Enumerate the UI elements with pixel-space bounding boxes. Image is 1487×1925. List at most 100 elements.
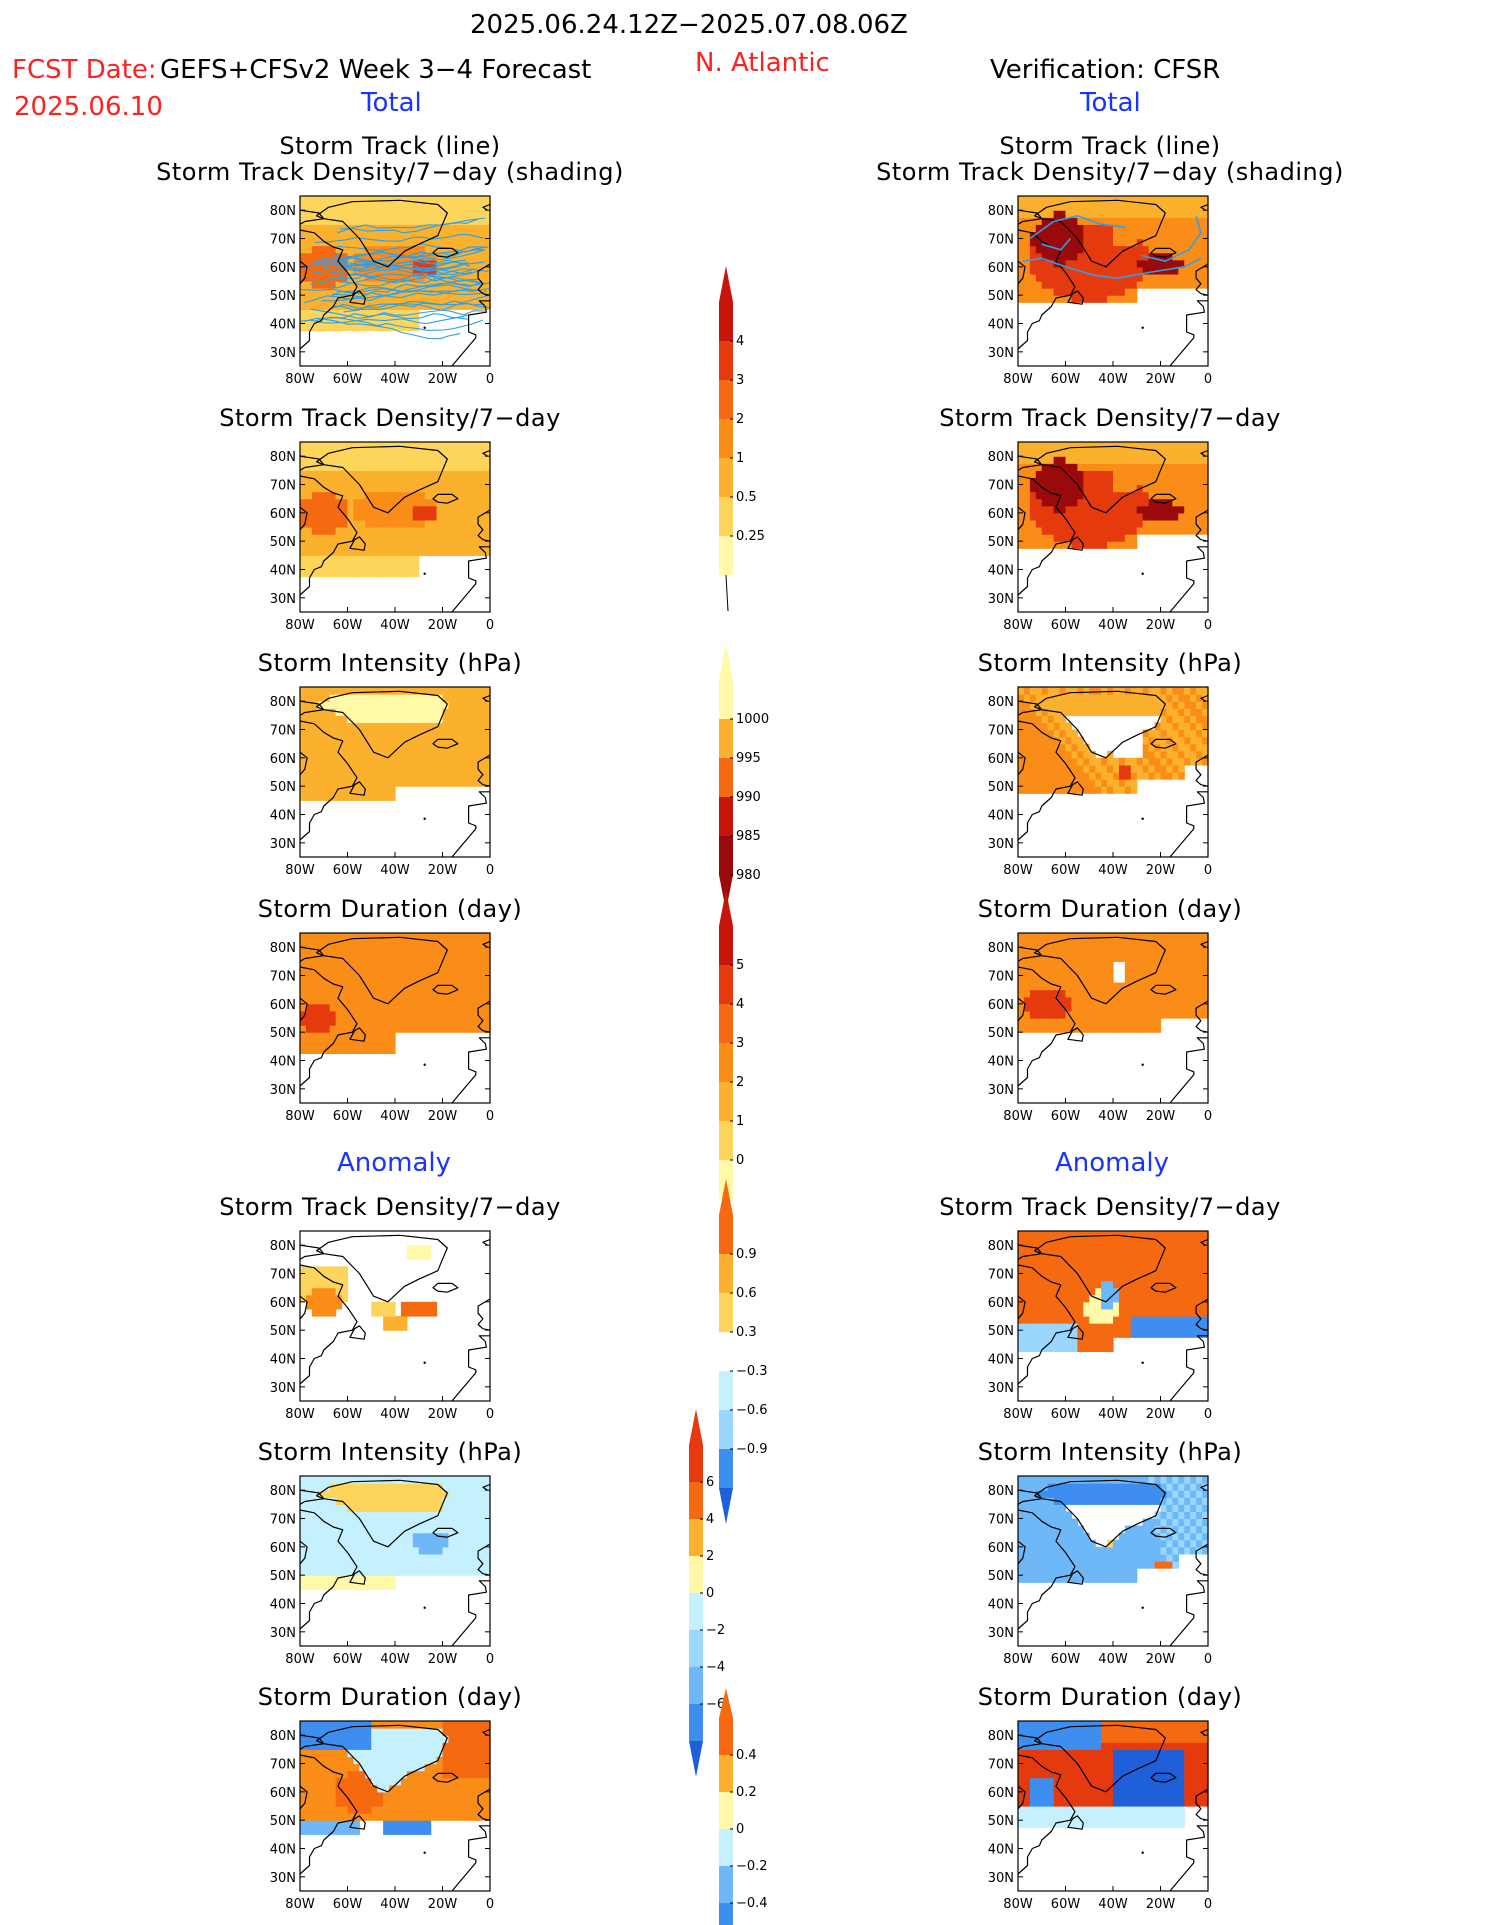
grid-cell [442, 302, 450, 310]
grid-cell [1118, 1308, 1126, 1317]
grid-cell [1113, 288, 1120, 296]
grid-cell [377, 210, 384, 218]
grid-cell [460, 231, 467, 240]
grid-cell [466, 743, 473, 752]
grid-cell [300, 715, 307, 724]
grid-cell [1196, 954, 1203, 962]
grid-cell [472, 224, 479, 233]
grid-cell [347, 975, 355, 984]
grid-cell [418, 701, 426, 709]
grid-cell [460, 541, 467, 549]
grid-cell [300, 1025, 307, 1033]
grid-cell [1089, 505, 1096, 514]
map-cfsr-density: 80N 70N 60N 50N 40N 30N 80W 60W 40W 20W 0 [988, 441, 1212, 633]
grid-cell [329, 750, 337, 759]
grid-cell [1018, 968, 1025, 977]
grid-cell [347, 715, 355, 724]
grid-cell [1095, 1308, 1102, 1317]
grid-cell [442, 701, 450, 709]
grid-cell [1190, 1316, 1197, 1324]
grid-cell [424, 238, 432, 247]
grid-cell [442, 722, 450, 731]
grid-cell [1059, 203, 1067, 211]
hudson-coast [299, 751, 308, 776]
grid-cell [1065, 786, 1073, 794]
grid-cell [412, 764, 420, 773]
grid-cell [1077, 505, 1084, 514]
grid-cell [1083, 252, 1090, 261]
grid-cell [1023, 982, 1031, 991]
north-america-coast [299, 1264, 358, 1385]
grid-cell [389, 505, 396, 514]
grid-cell [478, 701, 485, 709]
grid-cell [329, 519, 337, 528]
grid-cell [359, 708, 366, 716]
grid-cell [1113, 1330, 1120, 1338]
grid-cell [1160, 512, 1168, 521]
grid-cell [478, 750, 485, 759]
grid-cell [1113, 1003, 1120, 1012]
grid-cell [1089, 1231, 1096, 1239]
grid-cell [1172, 281, 1179, 289]
grid-cell [1023, 1337, 1031, 1345]
grid-cell [305, 779, 313, 787]
grid-cell [412, 238, 420, 247]
grid-cell [424, 1301, 432, 1310]
grid-cell [1089, 203, 1096, 211]
grid-cell [389, 512, 396, 521]
grid-cell [383, 947, 390, 955]
grid-cell [1154, 505, 1162, 514]
grid-cell [1172, 259, 1179, 268]
grid-cell [377, 772, 384, 780]
grid-cell [1041, 1238, 1049, 1246]
grid-cell [1041, 203, 1049, 211]
grid-cell [424, 1252, 432, 1260]
grid-cell [442, 764, 450, 773]
grid-cell [359, 701, 366, 709]
grid-cell [323, 316, 331, 325]
grid-cell [1136, 708, 1144, 716]
grid-cell [484, 541, 491, 549]
grid-cell [1071, 687, 1078, 695]
grid-cell [1148, 449, 1156, 457]
grid-cell [400, 316, 408, 325]
grid-cell [1029, 463, 1037, 471]
grid-cell [1160, 224, 1168, 233]
shading [1018, 442, 1209, 549]
grid-cell [1148, 470, 1156, 479]
grid-cell [1035, 288, 1043, 296]
grid-cell [1089, 273, 1096, 282]
grid-cell [1083, 1231, 1090, 1239]
grid-cell [311, 1546, 319, 1555]
grid-cell [305, 1518, 313, 1527]
grid-cell [1130, 1025, 1138, 1033]
lon-label: 20W [428, 372, 458, 387]
grid-cell [300, 224, 307, 233]
grid-cell [305, 1582, 313, 1590]
grid-cell [484, 772, 491, 780]
grid-cell [347, 541, 355, 549]
grid-cell [1065, 442, 1073, 450]
grid-cell [395, 456, 402, 464]
grid-cell [454, 996, 461, 1005]
grid-cell [1059, 534, 1067, 542]
hudson-coast [1017, 751, 1026, 776]
grid-cell [359, 694, 366, 702]
grid-cell [341, 1032, 349, 1040]
grid-cell [377, 442, 384, 450]
grid-cell [406, 750, 414, 759]
grid-cell [1023, 729, 1031, 738]
svalbard-coast [482, 203, 491, 211]
grid-cell [1018, 456, 1025, 464]
grid-cell [341, 708, 349, 716]
grid-cell [1047, 961, 1055, 970]
grid-cell [412, 231, 420, 240]
grid-cell [359, 996, 366, 1005]
grid-cell [1142, 245, 1150, 254]
lon-label: 80W [285, 1109, 315, 1124]
grid-cell [365, 982, 372, 991]
grid-cell [347, 470, 355, 479]
grid-cell [1166, 231, 1173, 240]
grid-cell [323, 527, 331, 535]
lat-label: 80N [270, 941, 296, 956]
